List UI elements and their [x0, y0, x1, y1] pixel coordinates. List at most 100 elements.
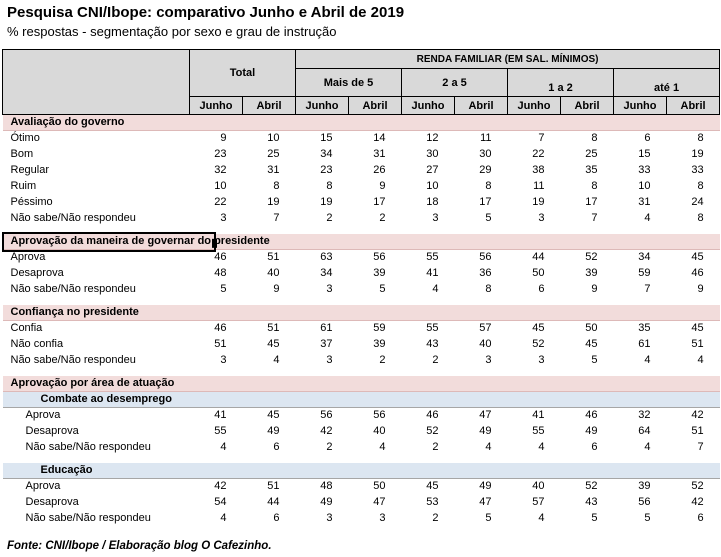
spacer-row	[3, 227, 720, 234]
table-row: Não sabe/Não respondeu 5 9 3 5 4 8 6 9 7 9	[3, 282, 720, 298]
section-label: Educação	[40, 463, 93, 476]
value-cell: 48	[214, 267, 227, 279]
table-row: Não sabe/Não respondeu 3 7 2 2 3 5 3 7 4 8	[3, 211, 720, 227]
table-row: Bom 23 25 34 31 30 30 22 25 15 19	[3, 147, 720, 163]
value-cell: 8	[697, 132, 704, 145]
value-cell: 31	[373, 148, 386, 160]
value-cell: 10	[214, 180, 227, 192]
value-cell: 4	[379, 441, 386, 453]
value-cell: 10	[267, 132, 280, 145]
value-cell: 35	[585, 164, 598, 176]
value-cell: 19	[267, 196, 280, 208]
value-cell: 53	[426, 496, 439, 508]
value-cell: 33	[638, 164, 651, 176]
value-cell: 59	[638, 267, 651, 279]
spacer-row	[3, 369, 720, 376]
value-cell: 42	[214, 480, 227, 493]
value-cell: 9	[273, 283, 280, 295]
value-cell: 46	[585, 409, 598, 422]
value-cell: 2	[432, 441, 439, 453]
value-cell: 5	[220, 283, 227, 295]
value-cell: 47	[479, 496, 492, 508]
value-cell: 8	[326, 180, 333, 192]
value-cell: 3	[220, 354, 227, 366]
value-cell: 32	[638, 409, 651, 422]
value-cell: 8	[591, 180, 598, 192]
value-cell: 55	[214, 425, 227, 437]
value-cell: 17	[585, 196, 598, 208]
value-cell: 27	[426, 164, 439, 176]
source-note: Fonte: CNI/Ibope / Elaboração blog O Caf…	[7, 539, 272, 552]
month-header-abril: Abril	[665, 96, 721, 115]
value-cell: 49	[479, 480, 492, 493]
value-cell: 17	[373, 196, 386, 208]
value-cell: 50	[585, 322, 598, 335]
value-cell: 45	[426, 480, 439, 493]
renda-familiar-header: RENDA FAMILIAR (EM SAL. MÍNIMOS)	[294, 49, 721, 69]
value-cell: 10	[638, 180, 651, 192]
value-cell: 49	[320, 496, 333, 508]
value-cell: 39	[638, 480, 651, 493]
row-label: Ótimo	[10, 132, 40, 145]
value-cell: 2	[379, 354, 386, 366]
value-cell: 34	[320, 267, 333, 279]
value-cell: 34	[320, 148, 333, 160]
value-cell: 12	[426, 132, 439, 145]
spacer-row	[3, 456, 720, 463]
section-header-row: Avaliação do governo	[2, 114, 720, 131]
value-cell: 39	[585, 267, 598, 279]
row-label: Não confia	[10, 338, 64, 350]
value-cell: 11	[480, 132, 492, 145]
value-cell: 51	[214, 338, 227, 350]
page-subtitle: % respostas - segmentação por sexo e gra…	[7, 24, 337, 39]
value-cell: 46	[214, 251, 227, 264]
value-cell: 47	[373, 496, 386, 508]
row-label: Não sabe/Não respondeu	[25, 512, 151, 524]
value-cell: 10	[426, 180, 439, 192]
column-group-mais-de-5: Mais de 5	[295, 68, 402, 97]
table-header: Total RENDA FAMILIAR (EM SAL. MÍNIMOS) M…	[2, 49, 721, 115]
value-cell: 54	[214, 496, 227, 508]
value-cell: 48	[320, 480, 333, 493]
value-cell: 52	[585, 251, 598, 264]
value-cell: 51	[267, 322, 280, 335]
value-cell: 15	[638, 148, 651, 160]
row-label: Aprova	[10, 251, 46, 264]
page-title: Pesquisa CNI/Ibope: comparativo Junho e …	[7, 4, 405, 21]
row-label: Não sabe/Não respondeu	[10, 354, 136, 366]
value-cell: 45	[267, 338, 280, 350]
value-cell: 56	[373, 409, 386, 422]
value-cell: 55	[426, 322, 439, 335]
value-cell: 52	[585, 480, 598, 493]
value-cell: 56	[638, 496, 651, 508]
table-row: Desaprova 55 49 42 40 52 49 55 49 64 51	[3, 424, 720, 440]
value-cell: 56	[373, 251, 386, 264]
value-cell: 2	[326, 212, 333, 224]
value-cell: 40	[532, 480, 545, 493]
value-cell: 42	[691, 496, 704, 508]
month-header-abril: Abril	[560, 96, 614, 115]
table-body: Avaliação do governo Ótimo 9 10 15 14 12 11 7 8 6 8…	[1, 114, 720, 527]
value-cell: 34	[638, 251, 651, 264]
value-cell: 6	[273, 512, 280, 524]
value-cell: 45	[691, 322, 704, 335]
value-cell: 9	[591, 283, 598, 295]
value-cell: 32	[214, 164, 227, 176]
value-cell: 57	[532, 496, 545, 508]
value-cell: 4	[538, 441, 545, 453]
value-cell: 4	[644, 441, 651, 453]
section-header-row: Confiança no presidente	[2, 304, 720, 321]
value-cell: 52	[426, 425, 439, 437]
value-cell: 47	[479, 409, 492, 422]
value-cell: 44	[267, 496, 280, 508]
value-cell: 61	[320, 322, 333, 335]
row-label: Não sabe/Não respondeu	[10, 283, 136, 295]
section-label: Combate ao desemprego	[40, 393, 172, 405]
value-cell: 29	[479, 164, 492, 176]
row-label: Ruim	[10, 180, 37, 192]
column-group-1-a-2: 1 a 2	[507, 68, 614, 97]
corner-cell	[2, 49, 190, 115]
value-cell: 19	[320, 196, 333, 208]
table-row: Não sabe/Não respondeu 4 6 3 3 2 5 4 5 5 6	[3, 511, 720, 527]
value-cell: 5	[644, 512, 651, 524]
